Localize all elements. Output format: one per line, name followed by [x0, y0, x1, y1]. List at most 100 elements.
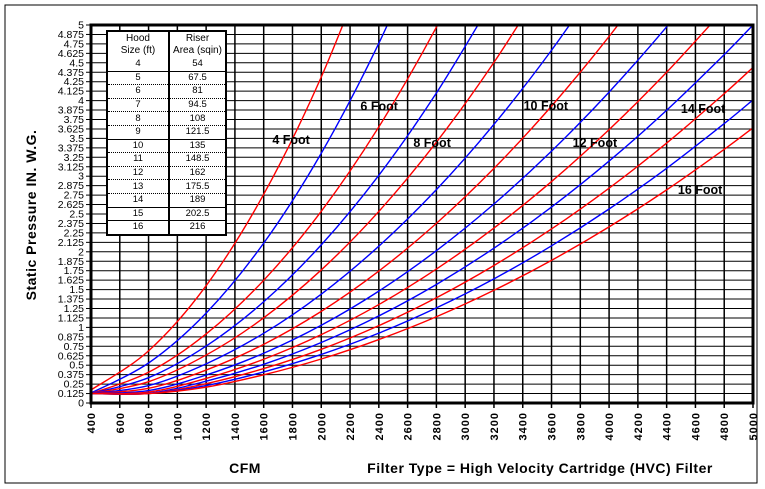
hood-size-cell: 13: [107, 179, 170, 194]
riser-area-cell: 216: [189, 221, 206, 233]
hood-size-cell: 9: [107, 125, 170, 140]
series-line-15-foot: [91, 99, 753, 395]
y-tick-label: 0.375: [58, 369, 84, 381]
y-tick-label: 3.75: [64, 114, 85, 126]
hood-size-table: Hood Size (ft) Riser Area (sqin) 4 54 5 67.5 6…: [106, 30, 227, 236]
y-tick-label: 1.625: [58, 275, 84, 287]
series-line-6-foot: [91, 25, 439, 395]
x-tick-label: 3600: [547, 412, 559, 440]
riser-area-cell: 94.5: [169, 98, 226, 113]
hood-size-cell: 7: [107, 98, 170, 113]
header-hood-line2: Size (ft): [120, 45, 156, 56]
x-tick-label: 800: [144, 412, 156, 433]
y-tick-label: 0: [78, 398, 84, 410]
y-tick-label: 1.25: [64, 303, 85, 315]
table-row: 13 175.5: [107, 179, 226, 194]
x-tick-label: 1400: [230, 412, 242, 440]
x-tick-label: 2200: [345, 412, 357, 440]
y-tick-label: 0.875: [58, 331, 84, 343]
y-tick-label: 3: [78, 171, 84, 183]
annotations: 4 Foot 6 Foot 8 Foot 10 Foot 12 Foot 14 Foot 1…: [272, 99, 726, 197]
riser-area-cell: 81: [169, 84, 226, 99]
curve-label: 12 Foot: [573, 136, 618, 150]
riser-area-cell: 175.5: [169, 179, 226, 194]
table-header-row: Hood Size (ft) Riser Area (sqin): [107, 31, 226, 58]
y-tick-label: 2.875: [58, 180, 84, 192]
y-tick-label: 0.25: [64, 379, 85, 391]
x-tick-label: 2000: [316, 412, 328, 440]
table-row: 16 216: [107, 220, 226, 235]
y-tick-label: 1.125: [58, 312, 84, 324]
table-row: 7 94.5: [107, 98, 226, 113]
y-tick-label: 3.375: [58, 142, 84, 154]
x-tick-label: 2600: [403, 412, 415, 440]
riser-area-cell: 135: [169, 139, 226, 154]
x-axis-title: CFM: [229, 460, 261, 476]
hood-size-cell: 15: [107, 207, 170, 222]
y-tick-label: 1.375: [58, 294, 84, 306]
table-row: 8 108: [107, 111, 226, 126]
y-tick-label: 2.75: [64, 190, 85, 202]
curve-label: 16 Foot: [678, 183, 723, 197]
x-tick-label: 1600: [259, 412, 271, 440]
chart-subtitle: Filter Type = High Velocity Cartridge (H…: [367, 460, 713, 476]
series-line-12-foot: [91, 25, 712, 395]
header-riser-area: Riser Area (sqin): [169, 31, 226, 58]
riser-area-cell: 148.5: [169, 152, 226, 167]
chart-frame: [4, 4, 758, 484]
x-tick-label: 3400: [518, 412, 530, 440]
series-line-13-foot: [91, 25, 753, 395]
x-tick-label: 4400: [662, 412, 674, 440]
y-tick-label: 4.25: [64, 76, 85, 88]
x-tick-label: 2800: [431, 412, 443, 440]
y-tick-label: 4.5: [69, 57, 84, 69]
y-tick-label: 4.125: [58, 86, 84, 98]
curve-label: 10 Foot: [524, 99, 569, 113]
x-axis: 400 600 800 1000 1200 1400 1600 1800 2000 2200 240…: [86, 403, 760, 440]
hood-size-cell: 5: [107, 71, 170, 86]
y-tick-label: 5: [78, 20, 84, 32]
table-row: 9 121.5: [107, 125, 226, 140]
y-tick-label: 4.625: [58, 48, 84, 60]
y-tick-label: 3.5: [69, 133, 84, 145]
series-line-8-foot: [91, 25, 520, 395]
x-tick-label: 1800: [287, 412, 299, 440]
series-line-7-foot: [91, 25, 479, 395]
riser-area-cell: 189: [169, 193, 226, 208]
y-tick-label: 2.625: [58, 199, 84, 211]
table-row: 10 135: [107, 139, 226, 154]
table-row: 6 81: [107, 84, 226, 99]
series-line-9-foot: [91, 25, 571, 395]
table-row: 14 189: [107, 193, 226, 208]
y-tick-label: 4.375: [58, 67, 84, 79]
x-tick-label: 4600: [690, 412, 702, 440]
x-tick-label: 3000: [460, 412, 472, 440]
hood-size-cell: 16: [107, 220, 170, 235]
riser-area-cell: 162: [169, 166, 226, 181]
series-line-5-foot: [91, 25, 389, 394]
table-row: 4 54: [107, 58, 226, 72]
y-axis-title: Static Pressure IN. W.G.: [23, 130, 39, 301]
x-tick-label: 3800: [575, 412, 587, 440]
x-tick-label: 4200: [633, 412, 645, 440]
curve-label: 14 Foot: [681, 102, 726, 116]
series-line-10-foot: [91, 25, 619, 395]
curve-label: 4 Foot: [272, 133, 310, 147]
x-tick-label: 400: [86, 412, 98, 433]
x-tick-label: 600: [115, 412, 127, 433]
hood-size-cell: 6: [107, 84, 170, 99]
hood-size-cell: 8: [107, 111, 170, 126]
x-tick-label: 5000: [748, 412, 760, 440]
y-tick-label: 0.5: [69, 360, 84, 372]
x-tick-label: 4800: [719, 412, 731, 440]
y-tick-label: 2.125: [58, 237, 84, 249]
series-line-11-foot: [91, 25, 670, 395]
x-tick-label: 2400: [374, 412, 386, 440]
table-row: 12 162: [107, 166, 226, 181]
curves: [91, 25, 753, 395]
hood-size-cell: 14: [107, 193, 170, 208]
table-row: 15 202.5: [107, 207, 226, 222]
riser-area-cell: 108: [169, 111, 226, 126]
y-tick-label: 3.125: [58, 161, 84, 173]
